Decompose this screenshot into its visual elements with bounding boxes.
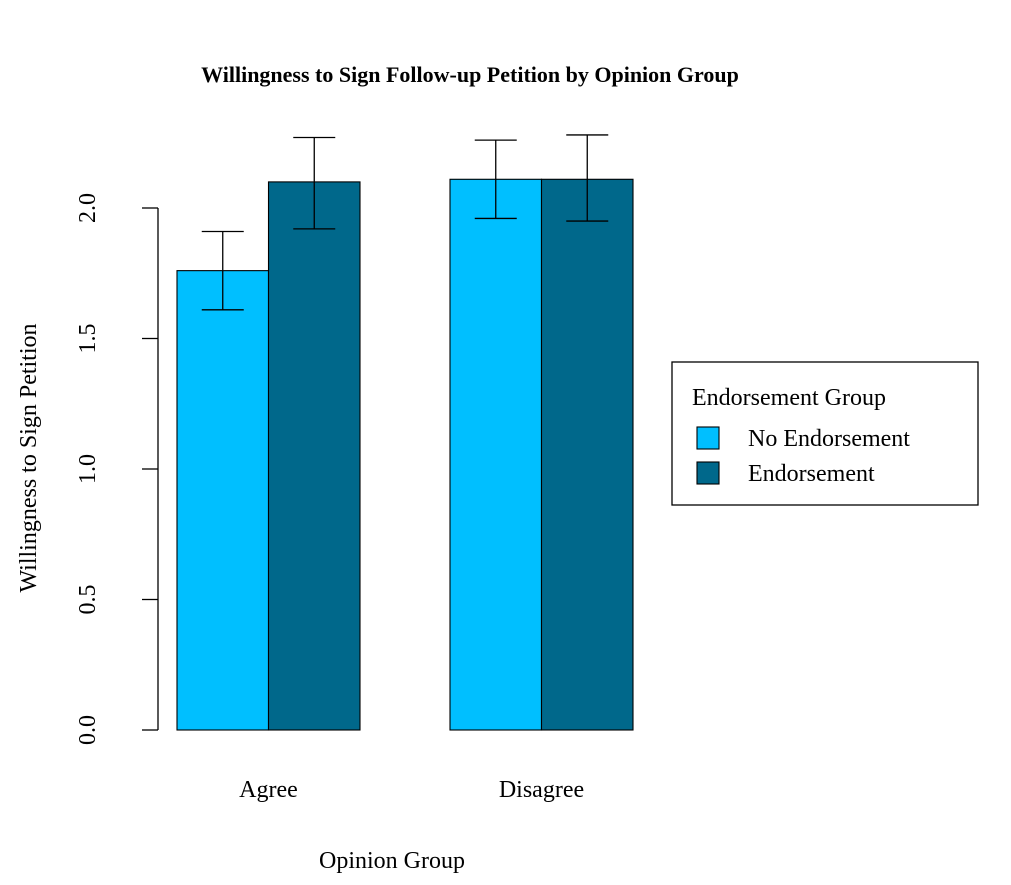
y-axis-title: Willingness to Sign Petition	[16, 323, 42, 592]
y-axis: 0.0 0.5 1.0 1.5 2.0	[75, 193, 159, 745]
x-category-label: Agree	[239, 777, 298, 803]
legend-label: No Endorsement	[748, 426, 910, 452]
bar-disagree-endorsement	[540, 178, 634, 731]
y-tick-label: 0.0	[75, 715, 101, 745]
legend-box	[671, 361, 979, 506]
error-bar-disagree-no-endorsement	[474, 139, 517, 220]
x-axis-title: Opinion Group	[319, 848, 465, 874]
x-category-label: Disagree	[499, 777, 584, 803]
bar-agree-endorsement	[267, 181, 361, 731]
bar-disagree-no-endorsement	[449, 178, 543, 731]
legend-swatch-no-endorsement	[696, 426, 720, 450]
error-bar-agree-no-endorsement	[201, 230, 244, 311]
bar-agree-no-endorsement	[176, 270, 270, 731]
y-tick-label: 1.0	[75, 454, 101, 484]
x-axis-labels: Agree Disagree	[239, 777, 584, 803]
chart-title: Willingness to Sign Follow-up Petition b…	[201, 62, 739, 87]
legend-label: Endorsement	[748, 461, 875, 487]
error-bars	[201, 134, 609, 311]
error-bar-disagree-endorsement	[566, 134, 609, 222]
legend-title: Endorsement Group	[692, 385, 886, 411]
y-tick-label: 0.5	[75, 585, 101, 615]
error-bar-agree-endorsement	[293, 136, 336, 230]
bars	[176, 178, 634, 731]
legend: Endorsement Group No Endorsement Endorsem…	[671, 361, 979, 506]
legend-swatch-endorsement	[696, 461, 720, 485]
y-tick-label: 2.0	[75, 193, 101, 223]
legend-items: No Endorsement Endorsement	[696, 426, 910, 487]
y-tick-label: 1.5	[75, 324, 101, 354]
